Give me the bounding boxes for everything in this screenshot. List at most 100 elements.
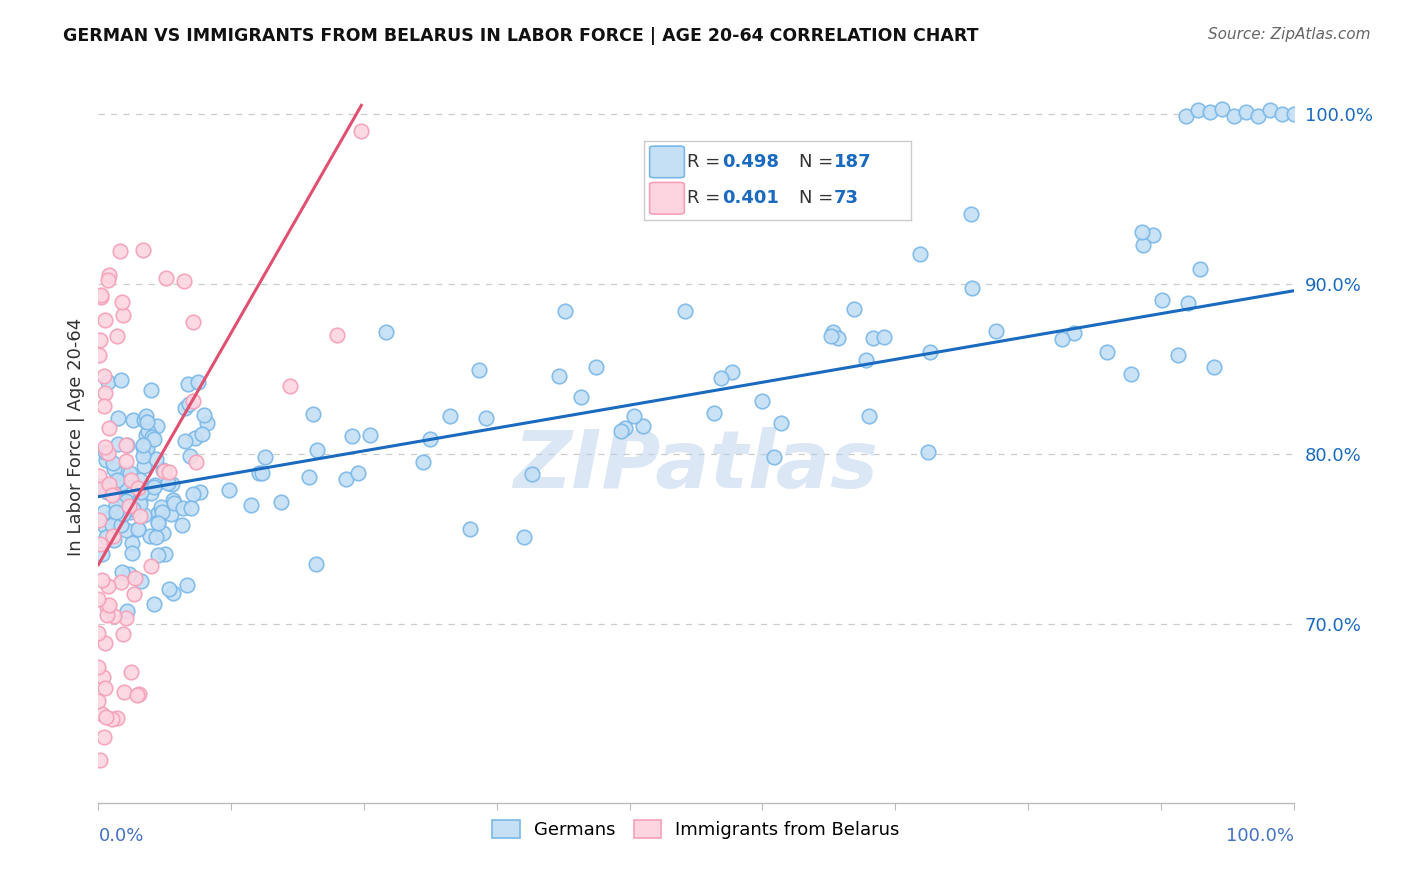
Point: [145, 530, 167, 544]
Point: [111, 295, 134, 310]
Point: [105, 711, 128, 725]
Point: [150, 505, 173, 519]
Point: [827, 331, 849, 345]
Point: [97, 480, 120, 494]
Point: [121, 546, 143, 560]
Point: [87, 659, 110, 673]
Point: [1050, 332, 1073, 346]
Point: [132, 458, 155, 473]
Point: [112, 627, 135, 641]
Point: [115, 438, 138, 452]
Point: [247, 466, 270, 480]
Point: [115, 604, 138, 618]
Point: [87, 625, 110, 640]
Point: [120, 466, 142, 480]
Point: [157, 465, 180, 479]
Point: [181, 487, 204, 501]
Point: [1063, 326, 1085, 340]
Point: [278, 379, 301, 393]
Point: [412, 455, 434, 469]
Point: [751, 394, 773, 409]
Point: [94, 445, 117, 459]
Point: [184, 431, 207, 445]
Point: [673, 304, 696, 318]
Point: [101, 518, 124, 533]
Point: [128, 491, 150, 506]
Point: [769, 417, 792, 431]
Point: [143, 597, 166, 611]
Point: [820, 329, 842, 343]
Point: [1132, 225, 1154, 239]
Point: [141, 383, 163, 397]
Point: [107, 437, 129, 451]
Point: [103, 485, 125, 500]
Point: [135, 428, 157, 442]
Point: [270, 495, 292, 509]
Point: [139, 529, 162, 543]
Point: [554, 304, 576, 318]
Point: [174, 401, 197, 415]
Text: N =: N =: [799, 153, 839, 171]
Point: [105, 474, 128, 488]
Point: [104, 505, 127, 519]
Point: [858, 409, 880, 424]
Point: [419, 432, 441, 446]
Point: [155, 547, 177, 561]
Point: [115, 610, 138, 624]
Point: [132, 243, 155, 257]
Text: N =: N =: [799, 189, 839, 207]
Point: [101, 712, 124, 726]
Point: [195, 416, 218, 430]
Point: [107, 516, 129, 530]
Text: 73: 73: [834, 189, 859, 207]
Point: [90, 287, 112, 301]
Point: [132, 508, 155, 522]
Point: [124, 571, 146, 585]
Point: [87, 591, 110, 606]
Point: [959, 207, 981, 221]
Point: [1234, 105, 1257, 120]
Point: [908, 247, 931, 261]
Point: [179, 449, 201, 463]
Point: [118, 473, 141, 487]
Point: [89, 753, 111, 767]
Point: [250, 466, 273, 480]
Point: [918, 344, 941, 359]
Point: [97, 273, 120, 287]
Point: [136, 415, 159, 429]
Point: [96, 608, 118, 623]
Point: [631, 418, 654, 433]
Point: [610, 424, 633, 438]
Point: [475, 411, 498, 425]
Point: [90, 479, 112, 493]
Point: [1187, 103, 1209, 118]
Point: [1119, 367, 1142, 381]
Point: [118, 499, 141, 513]
Point: [128, 497, 150, 511]
Point: [110, 574, 132, 589]
Point: [187, 376, 209, 390]
Point: [103, 609, 125, 624]
Point: [326, 328, 349, 343]
Point: [1223, 109, 1246, 123]
Point: [93, 313, 115, 327]
Point: [105, 498, 128, 512]
Point: [94, 530, 117, 544]
Point: [145, 418, 167, 433]
Point: [174, 434, 197, 449]
Point: [129, 508, 152, 523]
Point: [1095, 345, 1118, 359]
Point: [105, 329, 128, 343]
Point: [120, 665, 142, 679]
Point: [112, 308, 135, 322]
Point: [721, 365, 744, 379]
Point: [181, 394, 204, 409]
Point: [132, 450, 155, 464]
Point: [468, 363, 491, 377]
Legend: Germans, Immigrants from Belarus: Germans, Immigrants from Belarus: [485, 814, 907, 847]
Point: [984, 324, 1007, 338]
Point: [146, 516, 169, 530]
Text: 100.0%: 100.0%: [1226, 827, 1294, 845]
Point: [89, 482, 111, 496]
Point: [90, 838, 112, 853]
